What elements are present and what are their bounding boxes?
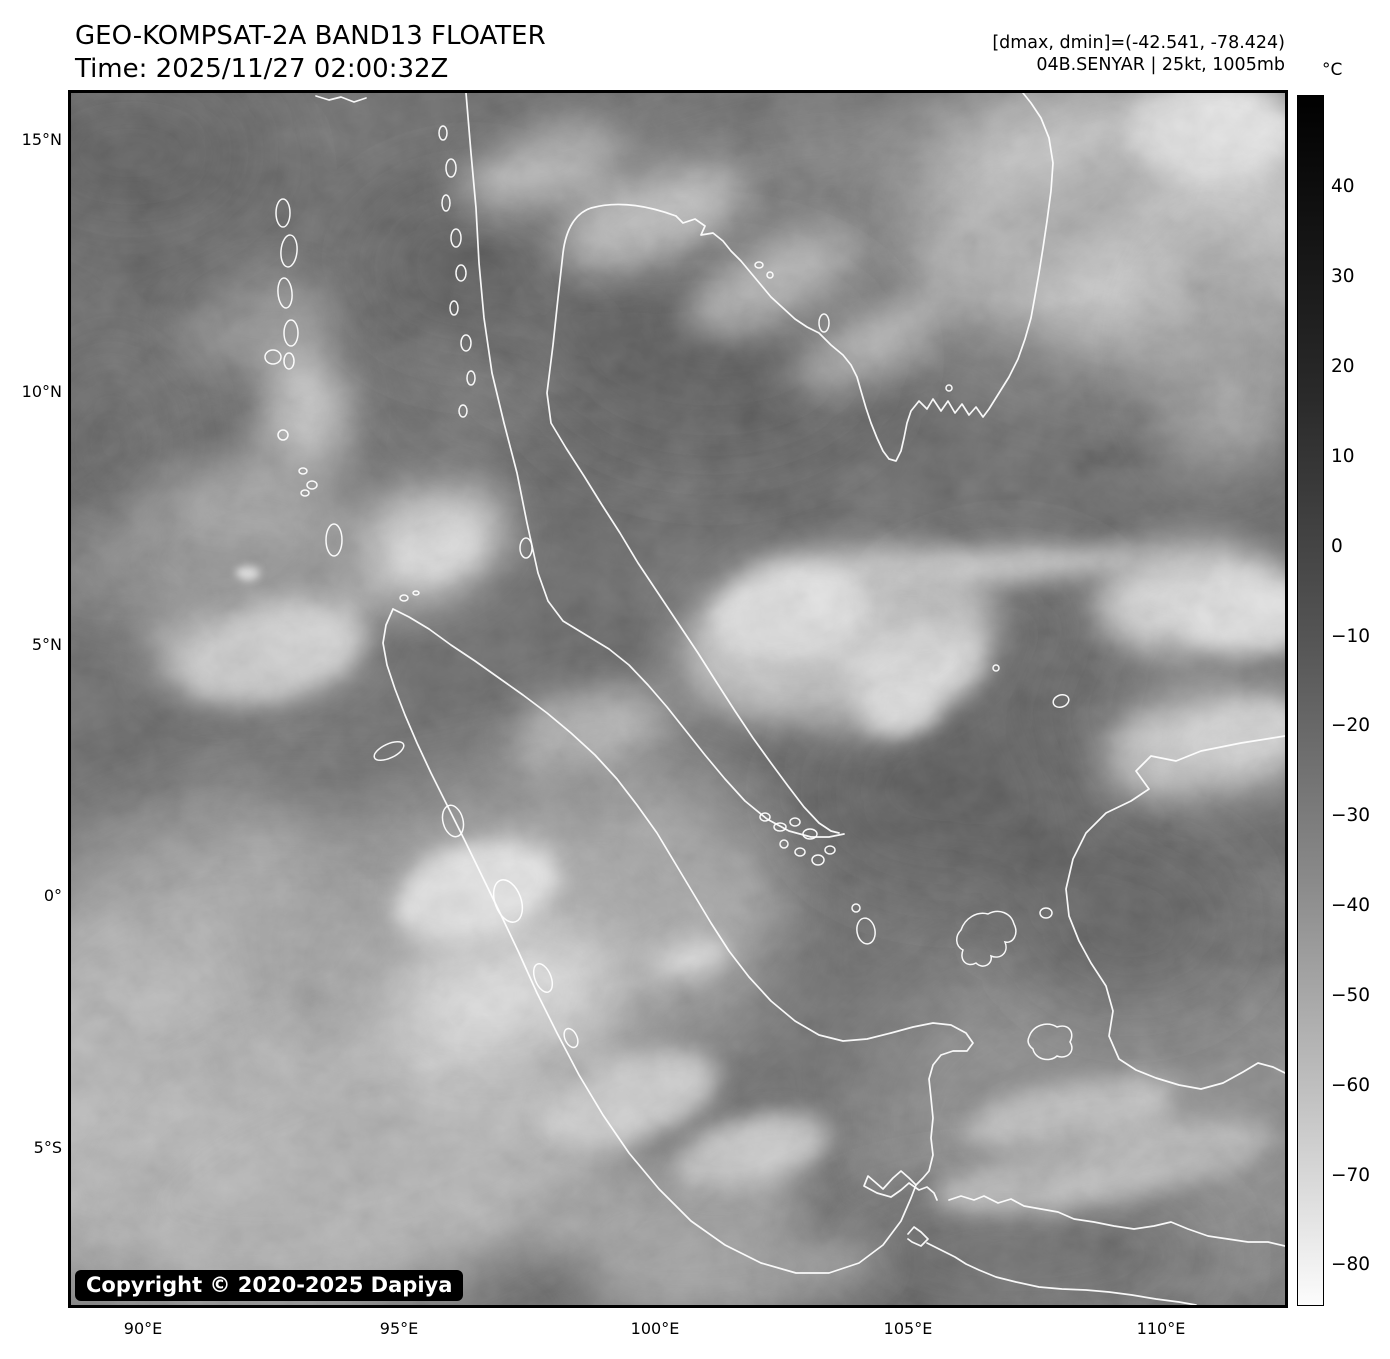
timestamp: Time: 2025/11/27 02:00:32Z <box>75 54 449 84</box>
cbar-tick-m70: −70 <box>1331 1165 1371 1186</box>
xaxis-label-105e: 105°E <box>883 1319 933 1338</box>
coastline-peninsula-west <box>465 93 845 838</box>
cbar-tick-m10: −10 <box>1331 626 1371 647</box>
satellite-map: Copyright © 2020-2025 Dapiya <box>68 90 1288 1308</box>
cbar-tick-m80: −80 <box>1331 1254 1371 1275</box>
coastline-java-west-tip <box>907 1226 929 1247</box>
coastline-java-north <box>948 1195 1285 1247</box>
yaxis-label-5n: 5°N <box>31 635 62 654</box>
xaxis-label-90e: 90°E <box>123 1319 163 1338</box>
xaxis-label-95e: 95°E <box>379 1319 419 1338</box>
islands <box>264 125 1073 1061</box>
yaxis-label-0: 0° <box>43 886 62 905</box>
coastline-myanmar-delta <box>315 95 367 103</box>
satellite-image <box>71 93 1285 1305</box>
cbar-tick-m50: −50 <box>1331 985 1371 1006</box>
coastline-sumatra-east <box>392 608 974 1201</box>
storm-annotation: 04B.SENYAR | 25kt, 1005mb <box>1036 55 1285 75</box>
cbar-tick-20: 20 <box>1331 356 1355 377</box>
cbar-tick-10: 10 <box>1331 446 1355 467</box>
temperature-colorbar <box>1297 95 1324 1306</box>
cbar-tick-m20: −20 <box>1331 715 1371 736</box>
coastline-sumatra-west <box>382 608 917 1274</box>
range-annotation: [dmax, dmin]=(-42.541, -78.424) <box>992 33 1285 53</box>
coastline-borneo <box>1065 735 1285 1090</box>
cbar-tick-0: 0 <box>1331 536 1343 557</box>
cbar-tick-40: 40 <box>1331 176 1355 197</box>
copyright-badge: Copyright © 2020-2025 Dapiya <box>75 1270 464 1301</box>
yaxis-label-15n: 15°N <box>21 130 62 149</box>
cbar-tick-30: 30 <box>1331 266 1355 287</box>
colorbar-unit-label: °C <box>1322 60 1343 80</box>
annotation-block: [dmax, dmin]=(-42.541, -78.424) 04B.SENY… <box>992 32 1285 76</box>
cloud-texture-fine <box>71 93 1285 1305</box>
coastline-peninsula-east <box>546 203 840 834</box>
coastline-indochina <box>675 93 1054 462</box>
cbar-tick-m40: −40 <box>1331 895 1371 916</box>
coastlines <box>315 93 1285 1305</box>
page-title: GEO-KOMPSAT-2A BAND13 FLOATER <box>75 21 546 51</box>
xaxis-label-100e: 100°E <box>630 1319 680 1338</box>
yaxis-label-10n: 10°N <box>21 382 62 401</box>
title-block: GEO-KOMPSAT-2A BAND13 FLOATER Time: 2025… <box>75 20 546 86</box>
cbar-tick-m30: −30 <box>1331 805 1371 826</box>
xaxis-label-110e: 110°E <box>1136 1319 1186 1338</box>
coastline-java-south <box>926 1242 1197 1305</box>
yaxis-label-5s: 5°S <box>33 1138 62 1157</box>
cbar-tick-m60: −60 <box>1331 1075 1371 1096</box>
